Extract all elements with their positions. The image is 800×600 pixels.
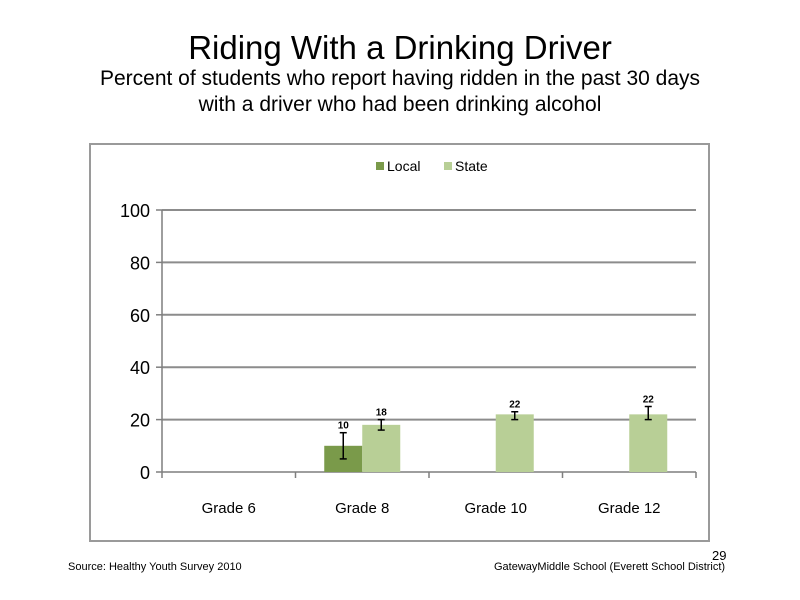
bars	[324, 405, 668, 472]
y-tick-label-40: 40	[130, 358, 150, 378]
data-label-state-grade-10: 22	[509, 400, 521, 411]
legend-label-state: State	[455, 158, 488, 174]
school-name: GatewayMiddle School (Everett School Dis…	[494, 561, 726, 573]
bar-state-grade-10	[495, 414, 534, 472]
chart-frame	[89, 143, 710, 542]
bar-state-grade-8	[362, 424, 401, 472]
x-tick-label-grade-8: Grade 8	[335, 500, 389, 517]
subtitle-line-2: with a driver who had been drinking alco…	[198, 93, 602, 116]
y-tick-label-100: 100	[120, 201, 150, 221]
page-number: 29	[712, 548, 727, 563]
data-label-state-grade-8: 18	[376, 408, 388, 419]
slide-subtitle: Percent of students who report having ri…	[50, 66, 750, 118]
bar-state-grade-12	[629, 414, 668, 472]
x-tick-label-grade-12: Grade 12	[598, 500, 661, 517]
chart-axes	[156, 209, 697, 478]
data-label-local-grade-8: 10	[338, 421, 350, 432]
legend-label-local: Local	[387, 158, 420, 174]
y-tick-label-60: 60	[130, 306, 150, 326]
source-note: Source: Healthy Youth Survey 2010	[68, 561, 242, 573]
x-tick-label-grade-10: Grade 10	[464, 500, 527, 517]
tick-labels: 0 20 40 60 80 100 Grade 6 Grade 8 Grade 10 Grade …	[120, 201, 661, 517]
y-tick-label-0: 0	[140, 463, 150, 483]
y-tick-label-20: 20	[130, 411, 150, 431]
gridlines	[162, 209, 696, 421]
legend-swatch-local	[376, 162, 384, 170]
legend-swatch-state	[444, 162, 452, 170]
subtitle-line-1: Percent of students who report having ri…	[99, 67, 701, 90]
slide-title: Riding With a Drinking Driver	[188, 29, 612, 66]
y-tick-label-80: 80	[130, 253, 150, 273]
data-label-state-grade-12: 22	[643, 395, 655, 406]
x-tick-label-grade-6: Grade 6	[202, 500, 256, 517]
chart-legend: Local State	[376, 158, 488, 174]
